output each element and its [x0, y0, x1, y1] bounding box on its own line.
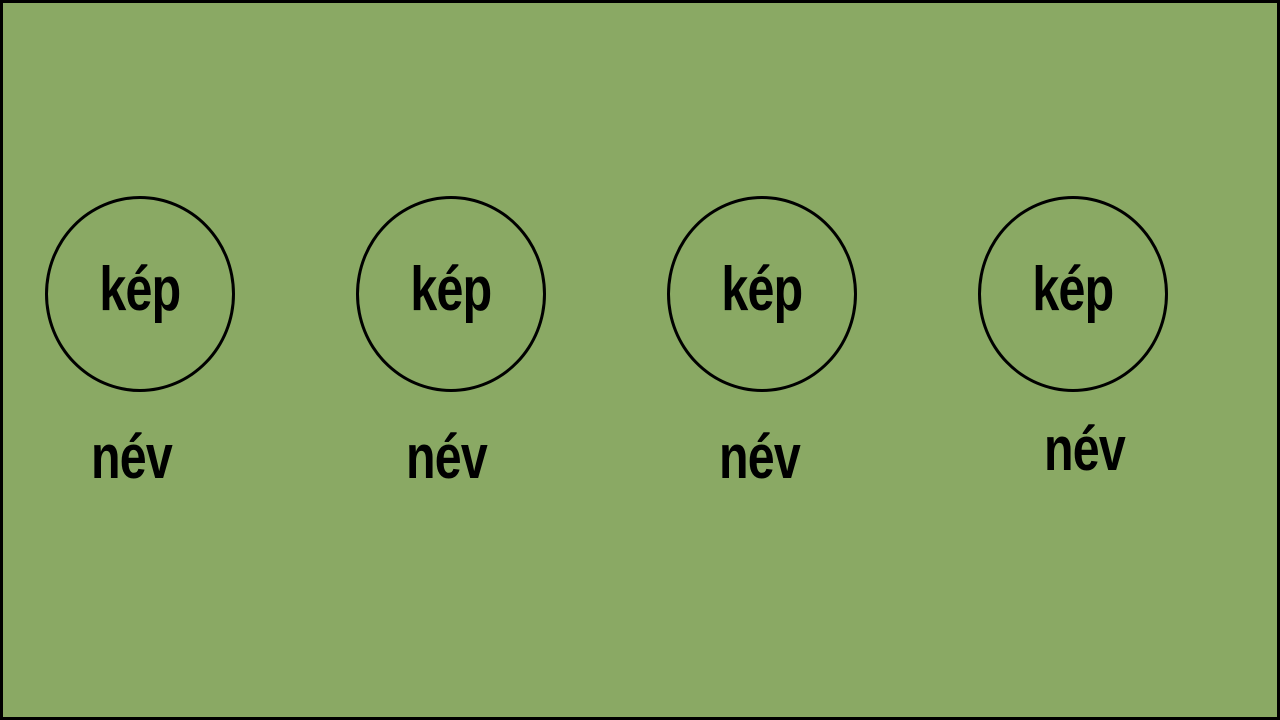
- image-label: kép: [1032, 255, 1115, 324]
- image-label: kép: [410, 255, 493, 324]
- image-placeholder-circle: kép: [978, 196, 1168, 392]
- name-label: név: [719, 423, 801, 492]
- image-placeholder-circle: kép: [667, 196, 857, 392]
- name-label: név: [91, 423, 173, 492]
- image-label: kép: [99, 255, 182, 324]
- image-label: kép: [721, 255, 804, 324]
- image-placeholder-circle: kép: [356, 196, 546, 392]
- image-placeholder-circle: kép: [45, 196, 235, 392]
- name-label: név: [406, 423, 488, 492]
- name-label: név: [1044, 415, 1126, 484]
